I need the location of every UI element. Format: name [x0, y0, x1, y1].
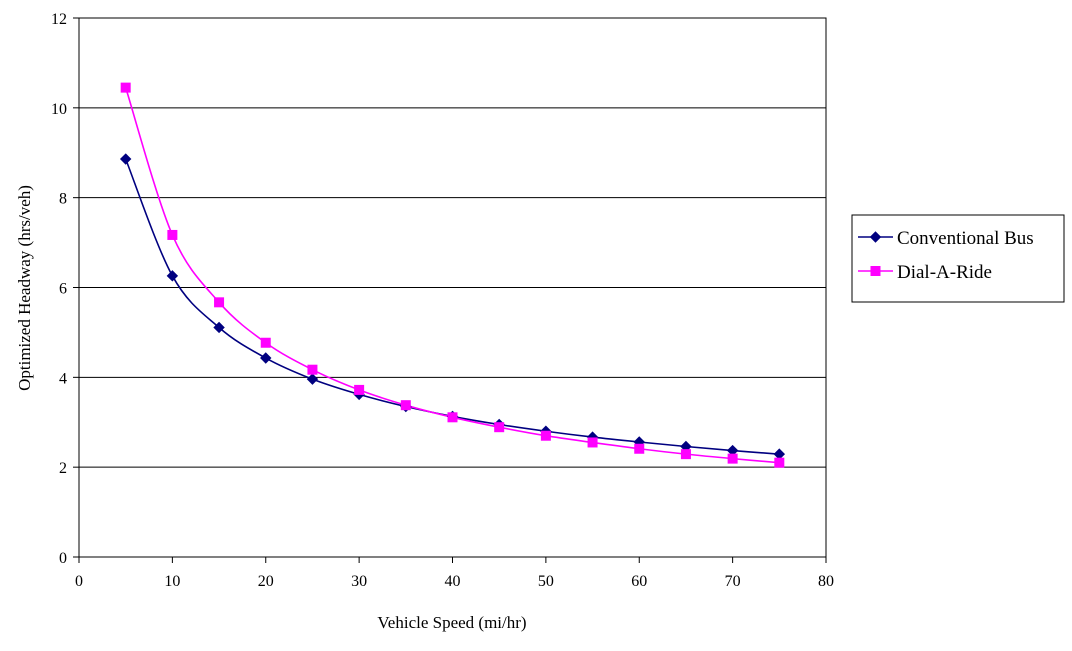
y-tick-label: 6	[59, 281, 67, 298]
legend-marker-2	[870, 266, 881, 276]
y-axis-title: Optimized Headway (hrs/veh)	[15, 185, 34, 391]
data-point-series-1	[306, 373, 319, 385]
y-tick-label: 8	[59, 191, 67, 208]
legend-marker-1	[869, 231, 882, 243]
y-tick-label: 2	[59, 460, 67, 477]
x-axis-title: Vehicle Speed (mi/hr)	[377, 613, 526, 632]
data-point-series-2	[400, 400, 411, 411]
legend: Conventional Bus Dial-A-Ride	[851, 214, 1065, 303]
x-tick-label: 80	[818, 573, 834, 590]
x-tick-label: 60	[631, 573, 647, 590]
plot-area-frame	[78, 17, 827, 558]
y-tick-label: 0	[59, 550, 67, 567]
data-point-series-2	[447, 412, 458, 423]
legend-label-1: Conventional Bus	[897, 228, 1034, 249]
data-point-series-1	[166, 270, 179, 282]
x-tick-label: 70	[725, 573, 741, 590]
x-tick-label: 20	[258, 573, 274, 590]
x-tick-label: 50	[538, 573, 554, 590]
y-axis-ticks: 0 2 4 6 8 10 12	[51, 11, 79, 567]
data-point-series-2	[260, 337, 271, 348]
data-point-series-1	[773, 448, 786, 460]
data-point-series-2	[354, 384, 365, 395]
data-point-series-2	[680, 449, 691, 460]
x-tick-label: 30	[351, 573, 367, 590]
series-line-2	[124, 87, 780, 464]
x-axis-ticks: 0 10 20 30 40 50 60 70 80	[75, 557, 834, 590]
legend-box	[851, 214, 1065, 303]
data-point-series-2	[167, 229, 178, 240]
data-point-series-1	[260, 352, 272, 364]
data-point-series-2	[727, 453, 738, 464]
y-tick-label: 4	[59, 370, 67, 387]
data-point-series-2	[307, 364, 318, 375]
data-point-series-1	[213, 321, 225, 334]
data-point-series-2	[540, 430, 551, 441]
y-tick-label: 10	[51, 101, 67, 118]
data-point-series-2	[634, 443, 645, 454]
x-tick-label: 0	[75, 573, 83, 590]
data-point-series-1	[119, 153, 132, 165]
series-layer	[119, 82, 786, 468]
y-tick-label: 12	[51, 11, 67, 28]
gridlines	[79, 107, 826, 468]
legend-label-2: Dial-A-Ride	[897, 262, 992, 283]
data-point-series-2	[120, 82, 131, 93]
x-tick-label: 40	[445, 573, 461, 590]
data-point-series-2	[214, 297, 225, 308]
data-point-series-2	[774, 457, 785, 468]
data-point-series-2	[494, 422, 505, 433]
data-point-series-2	[587, 437, 598, 448]
x-tick-label: 10	[164, 573, 180, 590]
